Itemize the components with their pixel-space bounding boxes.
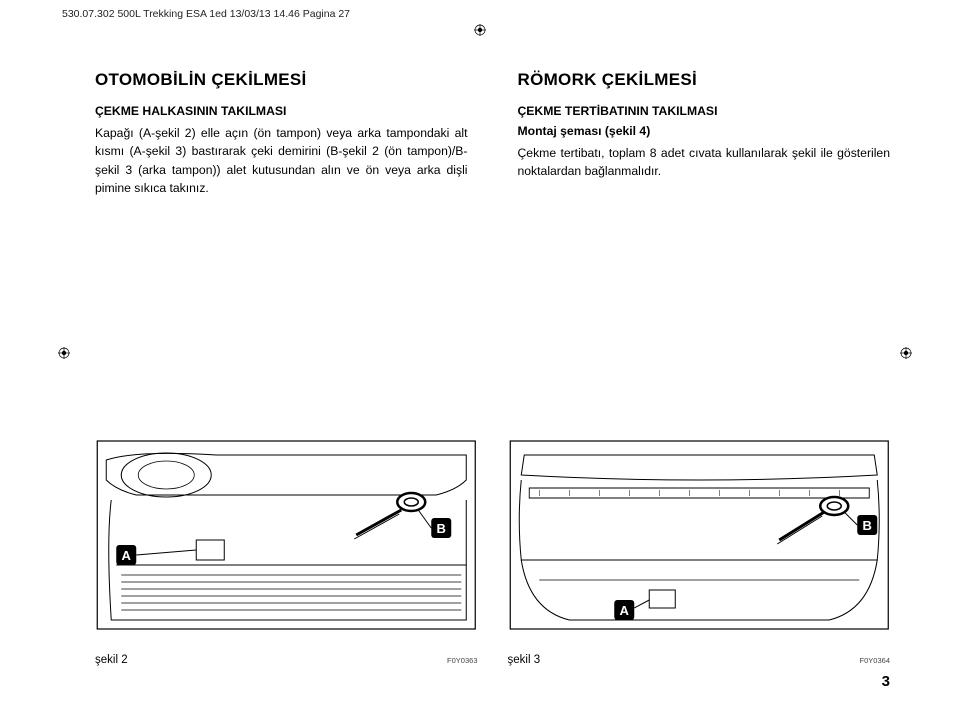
fig2-label-b: B [437, 521, 446, 536]
right-column: RÖMORK ÇEKİLMESİ ÇEKME TERTİBATININ TAKI… [518, 70, 891, 197]
fig3-label-a: A [619, 603, 629, 618]
fig2-code: F0Y0363 [447, 656, 477, 665]
fig2-label-a: A [122, 548, 132, 563]
text-columns: OTOMOBİLİN ÇEKİLMESİ ÇEKME HALKASININ TA… [95, 70, 890, 197]
page-content: OTOMOBİLİN ÇEKİLMESİ ÇEKME HALKASININ TA… [95, 70, 890, 696]
crop-mark-left [58, 347, 70, 359]
right-body: Çekme tertibatı, toplam 8 adet cıvata ku… [518, 144, 891, 181]
figure-row: A B şekil 2 F0Y0363 [95, 440, 890, 666]
fig3-caption: şekil 3 [508, 654, 541, 666]
left-subtitle: ÇEKME HALKASININ TAKILMASI [95, 104, 468, 118]
left-title: OTOMOBİLİN ÇEKİLMESİ [95, 70, 468, 90]
fig3-label-b: B [862, 518, 871, 533]
right-title: RÖMORK ÇEKİLMESİ [518, 70, 891, 90]
figure-2-illustration: A B [95, 440, 478, 650]
figure-3: A B şekil 3 F0Y0364 [508, 440, 891, 666]
left-body: Kapağı (A-şekil 2) elle açın (ön tampon)… [95, 124, 468, 197]
page-number: 3 [882, 673, 890, 690]
crop-mark-top [474, 24, 486, 36]
right-subtitle: ÇEKME TERTİBATININ TAKILMASI [518, 104, 891, 118]
crop-mark-right [900, 347, 912, 359]
figure-2: A B şekil 2 F0Y0363 [95, 440, 478, 666]
right-subheading: Montaj şeması (şekil 4) [518, 124, 891, 138]
fig3-code: F0Y0364 [860, 656, 890, 665]
fig2-caption: şekil 2 [95, 654, 128, 666]
figure-3-illustration: A B [508, 440, 891, 650]
left-column: OTOMOBİLİN ÇEKİLMESİ ÇEKME HALKASININ TA… [95, 70, 468, 197]
print-header: 530.07.302 500L Trekking ESA 1ed 13/03/1… [62, 8, 350, 20]
